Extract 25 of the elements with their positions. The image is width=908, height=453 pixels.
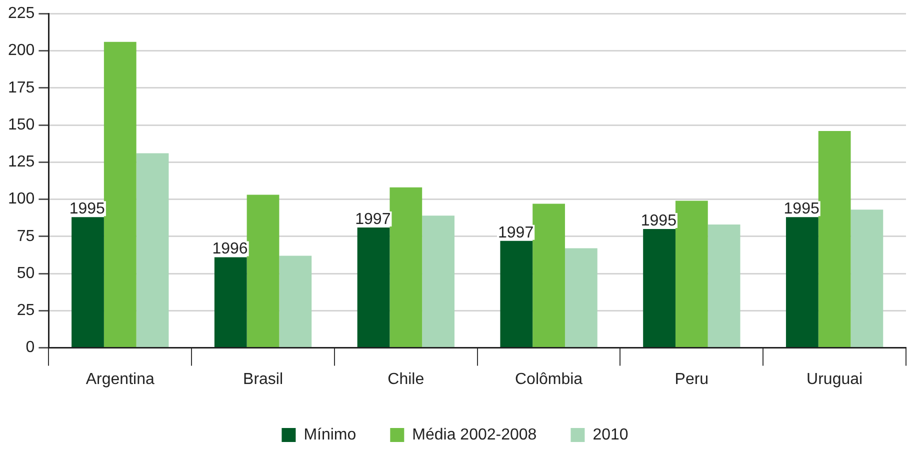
legend-label: Média 2002-2008 [412,426,537,444]
y-tick-label: 225 [8,5,35,22]
y-tick-label: 50 [16,264,35,282]
x-tick-label: Argentina [86,370,154,388]
x-tick-label: Peru [674,370,709,388]
y-tick-label: 175 [8,79,35,96]
y-tick-label: 100 [8,190,35,208]
annotation: 1995 [784,200,820,218]
annotation: 1997 [498,224,534,242]
annotation: 1995 [69,200,106,218]
y-tick-label: 150 [8,116,35,134]
legend-label: Mínimo [304,426,356,444]
y-tick-label: 125 [8,154,35,171]
legend-label: 2010 [592,426,628,444]
y-tick-label: 0 [26,339,35,356]
x-tick-label: Colômbia [514,370,583,388]
annotation: 1997 [355,210,391,228]
x-tick-label: Uruguai [806,370,863,388]
x-tick-label: Chile [388,370,424,388]
annotation: 1995 [640,212,677,230]
annotation: 1996 [212,240,248,258]
y-tick-label: 75 [16,228,35,245]
y-tick-label: 25 [16,302,35,320]
x-tick-label: Brasil [243,370,284,388]
y-tick-label: 200 [8,42,35,60]
